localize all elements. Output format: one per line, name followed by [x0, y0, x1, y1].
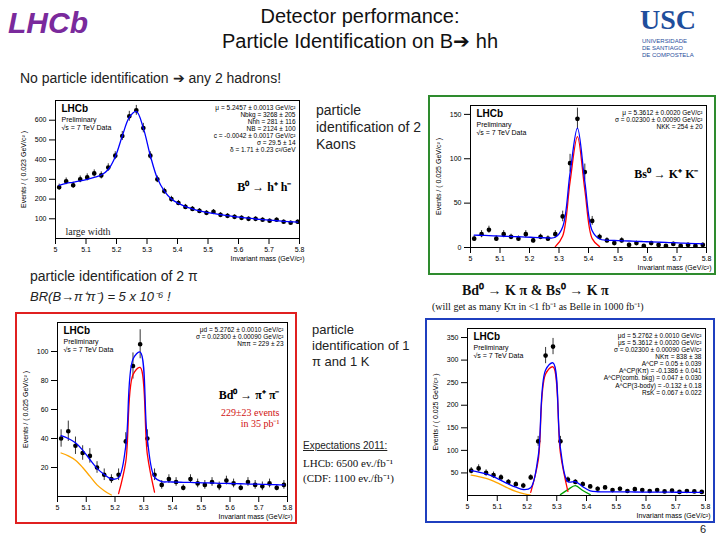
svg-text:400: 400	[35, 156, 47, 163]
svg-text:Preliminary√s = 7 TeV Data: Preliminary√s = 7 TeV Data	[477, 121, 527, 136]
svg-text:Preliminary√s = 7 TeV Data: Preliminary√s = 7 TeV Data	[474, 344, 524, 359]
svg-text:Bd⁰ → π⁺ π⁻: Bd⁰ → π⁺ π⁻	[219, 388, 280, 402]
svg-text:Invariant mass (GeV/c²): Invariant mass (GeV/c²)	[637, 512, 711, 520]
svg-text:μ = 5.3612 ± 0.0020 GeV/c²σ =: μ = 5.3612 ± 0.0020 GeV/c²σ = 0.02300 ± …	[615, 109, 703, 130]
svg-text:5: 5	[56, 504, 60, 511]
svg-text:40: 40	[41, 435, 49, 442]
svg-text:300: 300	[35, 176, 47, 183]
svg-text:100: 100	[447, 447, 459, 454]
svg-text:150: 150	[450, 111, 462, 118]
svg-text:5.4: 5.4	[584, 255, 594, 262]
svg-text:200: 200	[447, 401, 459, 408]
svg-text:5.7: 5.7	[254, 504, 264, 511]
svg-text:5.3: 5.3	[142, 246, 152, 253]
svg-text:large width: large width	[66, 226, 111, 237]
svg-text:5.6: 5.6	[225, 504, 235, 511]
svg-text:5: 5	[466, 503, 470, 510]
svg-text:600: 600	[35, 116, 47, 123]
svg-text:5: 5	[469, 255, 473, 262]
svg-text:B⁰ → h⁺ h⁻: B⁰ → h⁺ h⁻	[237, 180, 291, 194]
svg-text:Events / ( 0.025 GeV/c² ): Events / ( 0.025 GeV/c² )	[432, 373, 440, 450]
svg-text:5.7: 5.7	[264, 246, 274, 253]
svg-text:5.1: 5.1	[492, 503, 502, 510]
svg-text:0: 0	[458, 244, 462, 251]
svg-text:5.6: 5.6	[234, 246, 244, 253]
svg-text:80: 80	[41, 377, 49, 384]
svg-text:50: 50	[454, 199, 462, 206]
svg-text:Invariant mass (GeV/c²): Invariant mass (GeV/c²)	[638, 264, 712, 272]
svg-text:5.7: 5.7	[672, 255, 682, 262]
svg-text:5.8: 5.8	[283, 504, 293, 511]
svg-text:Invariant mass (GeV/c²): Invariant mass (GeV/c²)	[231, 255, 305, 263]
svg-text:5.5: 5.5	[196, 504, 206, 511]
svg-text:5.4: 5.4	[173, 246, 183, 253]
svg-text:100: 100	[450, 155, 462, 162]
svg-text:5.2: 5.2	[522, 503, 532, 510]
svg-text:5.4: 5.4	[168, 504, 178, 511]
svg-text:μd = 5.2762 ± 0.0010 GeV/c²μs: μd = 5.2762 ± 0.0010 GeV/c²μs = 5.3612 ±…	[604, 332, 703, 396]
svg-text:Bs⁰ → K⁺ K⁻: Bs⁰ → K⁺ K⁻	[634, 167, 698, 181]
svg-text:5.3: 5.3	[552, 503, 562, 510]
svg-text:5.2: 5.2	[112, 246, 122, 253]
svg-text:5: 5	[54, 246, 58, 253]
svg-text:LHCb: LHCb	[62, 103, 89, 114]
svg-text:Events / ( 0.023 GeV/c² ): Events / ( 0.023 GeV/c² )	[20, 131, 28, 208]
svg-text:20: 20	[41, 464, 49, 471]
svg-text:5.5: 5.5	[203, 246, 213, 253]
svg-text:5.1: 5.1	[81, 504, 91, 511]
svg-text:5.5: 5.5	[613, 255, 623, 262]
svg-text:LHCb: LHCb	[64, 325, 91, 336]
svg-text:5.8: 5.8	[295, 246, 305, 253]
svg-text:250: 250	[447, 379, 459, 386]
svg-text:Preliminary√s = 7 TeV Data: Preliminary√s = 7 TeV Data	[62, 116, 112, 131]
svg-text:150: 150	[447, 424, 459, 431]
svg-text:5.4: 5.4	[582, 503, 592, 510]
svg-text:350: 350	[447, 334, 459, 341]
svg-text:LHCb: LHCb	[474, 331, 501, 342]
svg-text:Events / ( 0.025 GeV/c² ): Events / ( 0.025 GeV/c² )	[22, 371, 30, 448]
svg-text:5.7: 5.7	[671, 503, 681, 510]
svg-text:5.3: 5.3	[554, 255, 564, 262]
svg-text:229±23 eventsin 35 pb⁻¹: 229±23 eventsin 35 pb⁻¹	[221, 407, 280, 430]
svg-text:5.5: 5.5	[611, 503, 621, 510]
svg-text:5.3: 5.3	[139, 504, 149, 511]
svg-text:5.6: 5.6	[641, 503, 651, 510]
svg-text:100: 100	[35, 215, 47, 222]
svg-text:5.2: 5.2	[110, 504, 120, 511]
svg-text:300: 300	[447, 356, 459, 363]
svg-text:Preliminary√s = 7 TeV Data: Preliminary√s = 7 TeV Data	[64, 338, 114, 353]
svg-text:5.8: 5.8	[701, 503, 711, 510]
svg-text:5.1: 5.1	[81, 246, 91, 253]
svg-text:μd = 5.2762 ± 0.0010 GeV/c²σ =: μd = 5.2762 ± 0.0010 GeV/c²σ = 0.02300 ±…	[196, 326, 284, 347]
svg-text:5.1: 5.1	[495, 255, 505, 262]
svg-text:μ = 5.2457 ± 0.0013 GeV/c²Nbkg: μ = 5.2457 ± 0.0013 GeV/c²Nbkg = 3268 ± …	[214, 104, 297, 154]
svg-text:Events / ( 0.025 GeV/c² ): Events / ( 0.025 GeV/c² )	[435, 138, 443, 215]
svg-text:Invariant mass (GeV/c²): Invariant mass (GeV/c²)	[219, 513, 293, 521]
svg-text:5.2: 5.2	[525, 255, 535, 262]
svg-text:500: 500	[35, 136, 47, 143]
svg-text:200: 200	[35, 195, 47, 202]
svg-text:5.8: 5.8	[702, 255, 712, 262]
svg-text:LHCb: LHCb	[477, 108, 504, 119]
svg-text:50: 50	[451, 469, 459, 476]
svg-text:100: 100	[37, 348, 49, 355]
svg-text:60: 60	[41, 406, 49, 413]
svg-text:5.6: 5.6	[643, 255, 653, 262]
